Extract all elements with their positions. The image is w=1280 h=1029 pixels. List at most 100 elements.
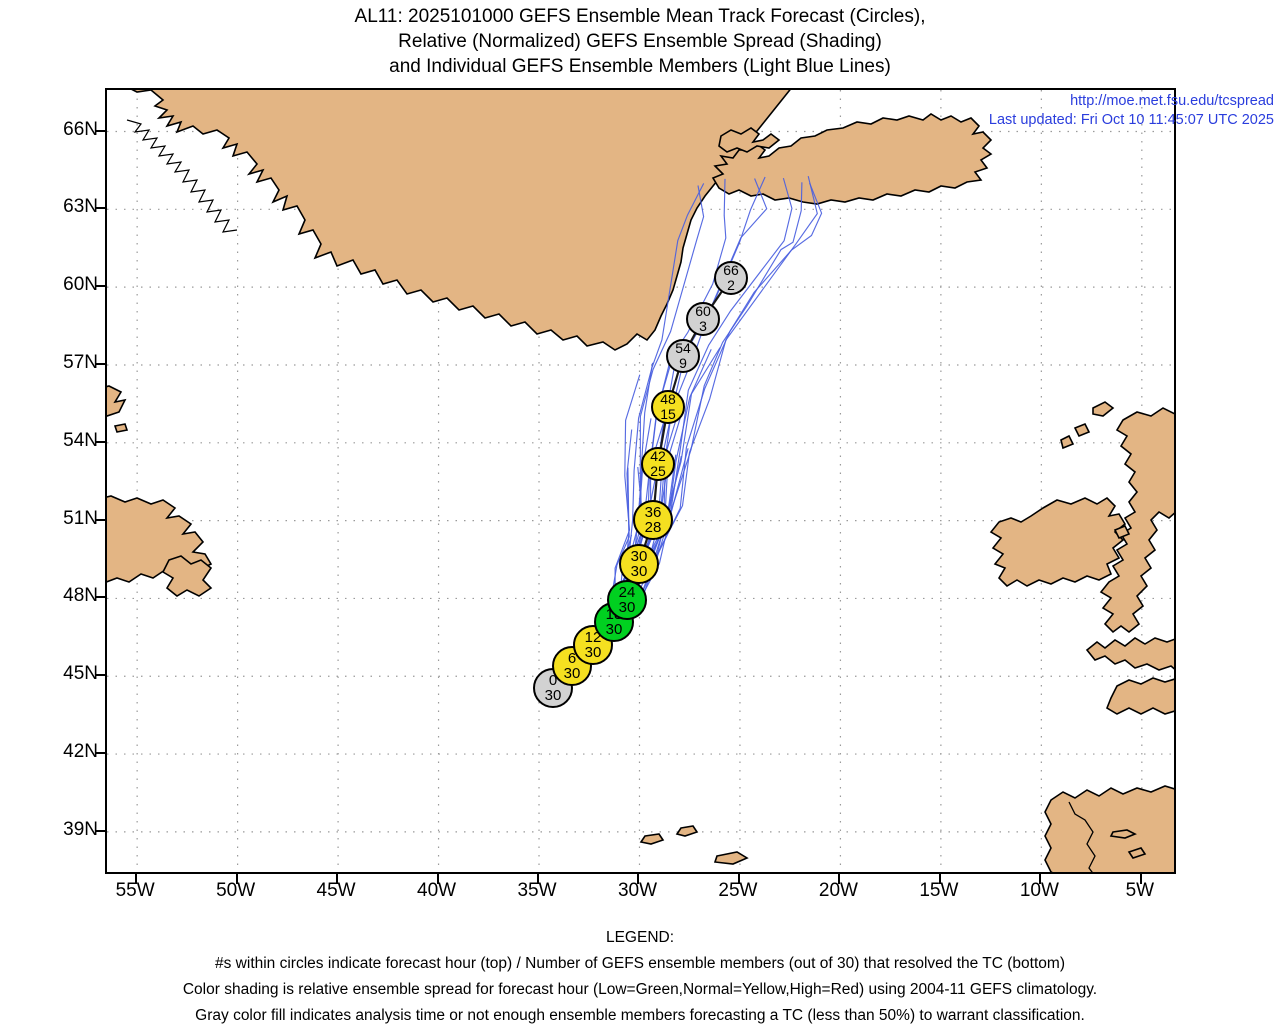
iberia-interior-feature-a (1109, 829, 1137, 839)
x-axis-tick-mark (135, 874, 138, 884)
member-count-value: 30 (563, 665, 581, 682)
greenland-coast-detail (126, 119, 238, 233)
y-axis-tick-mark (95, 129, 105, 132)
x-axis-tick-mark (1039, 874, 1042, 884)
forecast-hour-value: 60 (695, 303, 711, 319)
y-axis-tick-label: 48N (63, 585, 98, 607)
forecast-hour-value: 48 (660, 391, 676, 407)
x-axis-tick-mark (436, 874, 439, 884)
y-axis-tick-label: 54N (63, 429, 98, 451)
x-axis-tick-label: 10W (1019, 880, 1059, 901)
member-count-value: 3 (699, 318, 707, 334)
forecast-hour-node[interactable]: 24 30 (607, 580, 647, 620)
x-axis-tick-label: 40W (417, 880, 457, 901)
member-count-value: 30 (544, 687, 562, 704)
title-line-3: and Individual GEFS Ensemble Members (Li… (389, 56, 891, 77)
small-island-nw (113, 423, 129, 433)
y-axis-tick-label: 66N (63, 118, 98, 140)
member-count-value: 25 (650, 463, 666, 479)
portugal-spain-border (1068, 801, 1096, 872)
azores-island-c (713, 851, 749, 865)
azores-island-b (675, 825, 699, 837)
member-count-value: 15 (660, 406, 676, 422)
y-axis-tick-mark (95, 596, 105, 599)
iberia-landmass (1044, 785, 1174, 872)
member-count-value: 30 (584, 644, 602, 661)
map-canvas (107, 90, 1174, 872)
forecast-hour-node[interactable]: 30 30 (619, 544, 659, 584)
azores-island-a (639, 833, 665, 845)
title-line-2: Relative (Normalized) GEFS Ensemble Spre… (398, 31, 882, 52)
forecast-hour-value: 30 (630, 548, 648, 565)
member-count-value: 28 (644, 519, 662, 536)
y-axis-tick-label: 42N (63, 741, 98, 763)
x-axis-tick-mark (737, 874, 740, 884)
y-axis-tick-mark (95, 207, 105, 210)
newfoundland-avalon (161, 555, 213, 597)
source-annotation: http://moe.met.fsu.edu/tcspread Last upd… (854, 92, 1274, 130)
x-axis-tick-label: 55W (115, 880, 155, 901)
brittany-peninsula (1106, 677, 1174, 715)
iceland-landmass (711, 113, 993, 205)
scotland-islands (1060, 401, 1115, 450)
x-axis-tick-label: 30W (617, 880, 658, 901)
forecast-hour-node[interactable]: 54 9 (666, 339, 700, 373)
y-axis-tick-mark (95, 674, 105, 677)
map-gridlines (107, 90, 1174, 872)
forecast-hour-node[interactable]: 48 15 (651, 390, 685, 424)
x-axis-tick-mark (336, 874, 339, 884)
x-axis-tick-label: 35W (517, 880, 557, 901)
y-axis-tick-label: 60N (63, 274, 98, 296)
forecast-hour-node[interactable]: 66 2 (714, 261, 748, 295)
forecast-hour-node[interactable]: 60 3 (686, 302, 720, 336)
y-axis-tick-mark (95, 285, 105, 288)
x-axis-tick-label: 25W (718, 880, 758, 901)
member-count-value: 30 (630, 563, 648, 580)
france-landmass (1085, 637, 1174, 671)
forecast-hour-value: 0 (548, 672, 558, 689)
member-count-value: 30 (605, 621, 623, 638)
forecast-hour-value: 36 (644, 504, 662, 521)
legend-line-1: #s within circles indicate forecast hour… (215, 955, 1065, 972)
legend-heading: LEGEND: (605, 929, 675, 946)
forecast-hour-value: 66 (723, 262, 739, 278)
forecast-hour-value: 54 (675, 340, 691, 356)
title-line-1: AL11: 2025101000 GEFS Ensemble Mean Trac… (354, 6, 926, 27)
britain-landmass (1099, 407, 1174, 634)
legend-line-2: Color shading is relative ensemble sprea… (182, 981, 1098, 998)
x-axis-tick-mark (235, 874, 238, 884)
forecast-hour-node[interactable]: 6 30 (552, 646, 592, 686)
forecast-hour-value: 42 (650, 448, 666, 464)
y-axis-tick-mark (95, 752, 105, 755)
y-axis-tick-label: 45N (63, 663, 98, 685)
iberia-interior-feature-b (1127, 847, 1147, 859)
y-axis-tick-mark (95, 518, 105, 521)
x-axis-tick-mark (1139, 874, 1142, 884)
y-axis-tick-mark (95, 362, 105, 365)
forecast-hour-value: 24 (618, 584, 636, 601)
source-url[interactable]: http://moe.met.fsu.edu/tcspread (1070, 93, 1274, 109)
legend-line-3: Gray color fill indicates analysis time … (195, 1007, 1085, 1024)
x-axis-tick-mark (537, 874, 540, 884)
x-axis-tick-label: 20W (818, 880, 858, 901)
forecast-hour-node[interactable]: 42 25 (641, 447, 675, 481)
x-axis-tick-mark (938, 874, 941, 884)
x-axis-tick-label: 50W (216, 880, 256, 901)
x-axis-tick-mark (637, 874, 640, 884)
y-axis-tick-label: 63N (63, 196, 98, 218)
x-axis-tick-label: 45W (316, 880, 356, 901)
x-axis-tick-mark (838, 874, 841, 884)
forecast-hour-value: 6 (567, 650, 577, 667)
y-axis-tick-label: 57N (63, 351, 98, 373)
member-count-value: 2 (727, 277, 735, 293)
forecast-hour-node[interactable]: 36 28 (633, 500, 673, 540)
iceland-westfjords (718, 127, 781, 153)
isle-of-man (1113, 524, 1131, 540)
ireland-landmass (989, 496, 1127, 588)
x-axis-tick-label: 15W (919, 880, 959, 901)
y-axis-tick-label: 51N (63, 507, 98, 529)
y-axis-tick-mark (95, 829, 105, 832)
x-axis-tick-label: 5W (1125, 880, 1155, 901)
y-axis-tick-mark (95, 440, 105, 443)
y-axis-tick-label: 39N (63, 818, 98, 840)
